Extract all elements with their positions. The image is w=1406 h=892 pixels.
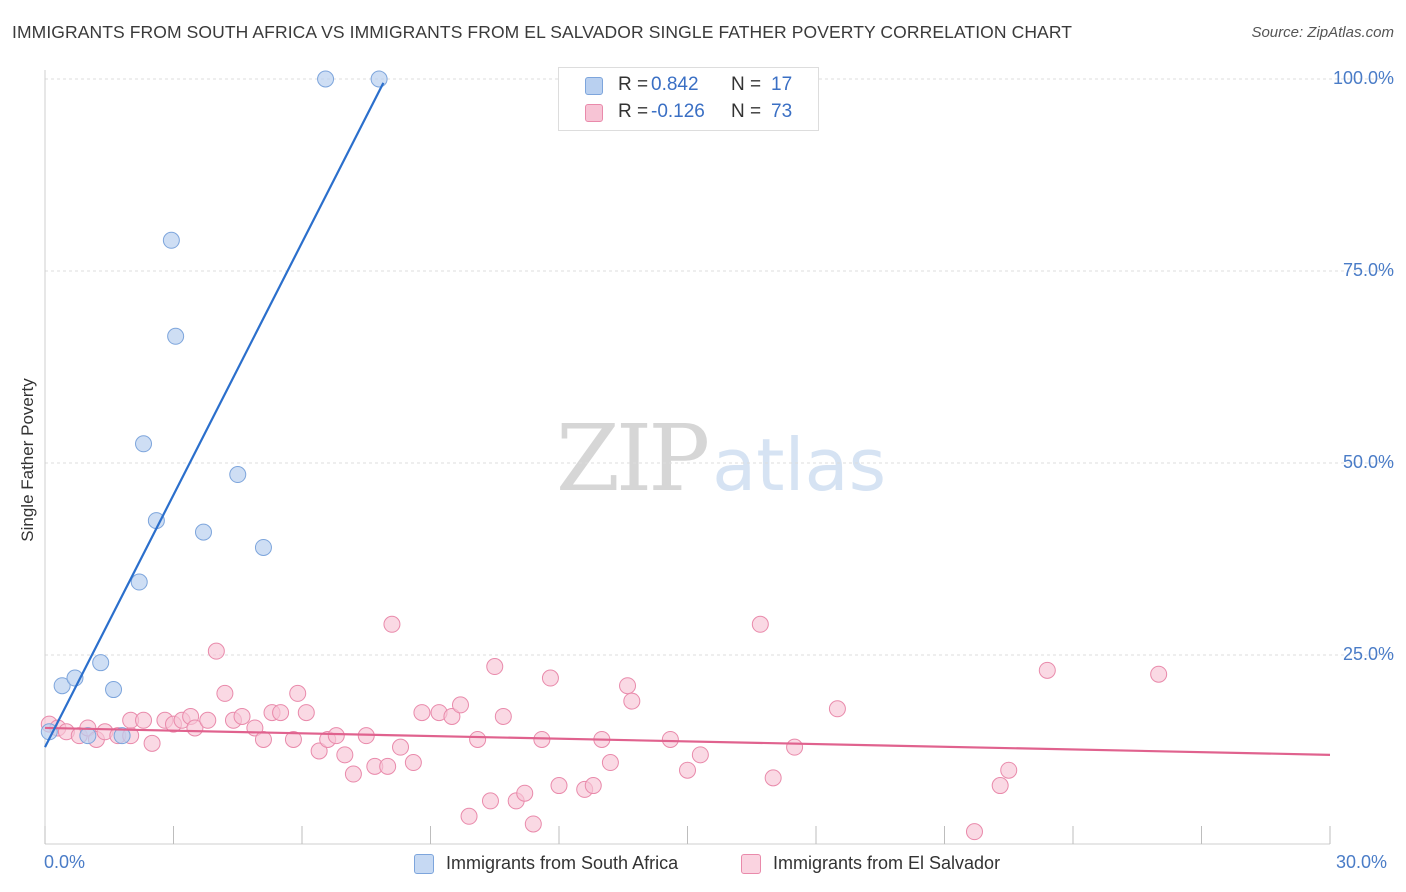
- n-label: N =: [731, 74, 762, 95]
- legend-label-south-africa: Immigrants from South Africa: [446, 853, 679, 873]
- watermark-zip: ZIP: [556, 405, 710, 512]
- data-point-el-salvador: [691, 746, 709, 764]
- data-point-el-salvador: [764, 769, 782, 787]
- data-point-south-africa: [79, 727, 97, 745]
- data-point-el-salvador: [135, 711, 153, 729]
- correlation-legend: R = 0.842 N = 17 R = -0.126 N = 73: [558, 67, 819, 131]
- data-point-el-salvador: [392, 738, 410, 756]
- data-point-south-africa: [92, 654, 110, 672]
- data-point-el-salvador: [550, 777, 568, 795]
- series-legend: Immigrants from South Africa Immigrants …: [0, 852, 1406, 880]
- data-point-south-africa: [105, 681, 123, 699]
- data-point-el-salvador: [494, 707, 512, 725]
- data-point-el-salvador: [786, 738, 804, 756]
- data-point-el-salvador: [310, 742, 328, 760]
- r-label: R =: [618, 101, 649, 122]
- watermark-atlas: atlas: [712, 423, 887, 507]
- data-point-el-salvador: [289, 684, 307, 702]
- r-label: R =: [618, 74, 649, 95]
- data-point-el-salvador: [443, 707, 461, 725]
- y-axis-label-container: Single Father Poverty: [16, 340, 40, 580]
- y-tick-label-25: 25.0%: [1342, 644, 1394, 664]
- y-tick-label-100: 100.0%: [1332, 68, 1394, 88]
- y-tick-label-50: 50.0%: [1342, 452, 1394, 472]
- n-value: 17: [771, 74, 793, 95]
- data-point-south-africa: [229, 466, 247, 484]
- data-point-el-salvador: [207, 642, 225, 660]
- data-point-el-salvador: [199, 711, 217, 729]
- data-point-el-salvador: [486, 658, 504, 676]
- data-point-el-salvador: [379, 757, 397, 775]
- trendline-south-africa: [44, 82, 385, 748]
- data-point-el-salvador: [143, 734, 161, 752]
- data-point-el-salvador: [481, 792, 499, 810]
- legend-swatch-pink: [585, 104, 603, 122]
- legend-swatch-blue: [585, 77, 603, 95]
- data-point-el-salvador: [661, 730, 679, 748]
- data-point-el-salvador: [516, 784, 534, 802]
- data-point-el-salvador: [828, 700, 846, 718]
- data-point-el-salvador: [254, 730, 272, 748]
- legend-swatch-blue: [414, 854, 434, 874]
- data-point-south-africa: [53, 677, 71, 695]
- data-point-el-salvador: [601, 754, 619, 772]
- data-point-el-salvador: [623, 692, 641, 710]
- x-tick-label-max: 30.0%: [1336, 852, 1388, 872]
- data-point-el-salvador: [679, 761, 696, 779]
- data-point-el-salvador: [541, 669, 559, 687]
- data-point-el-salvador: [451, 696, 469, 714]
- data-point-south-africa: [162, 231, 180, 249]
- data-point-el-salvador: [751, 615, 769, 633]
- data-point-el-salvador: [327, 727, 345, 745]
- chart-title: IMMIGRANTS FROM SOUTH AFRICA VS IMMIGRAN…: [12, 22, 1073, 42]
- data-point-el-salvador: [524, 815, 542, 833]
- source-credit: Source: ZipAtlas.com: [1251, 24, 1394, 41]
- n-label: N =: [731, 101, 762, 122]
- data-point-south-africa: [194, 523, 212, 541]
- data-point-el-salvador: [216, 684, 234, 702]
- data-point-el-salvador: [1000, 761, 1018, 779]
- data-point-el-salvador: [344, 765, 362, 783]
- data-point-el-salvador: [584, 777, 602, 795]
- r-value: 0.842: [651, 74, 699, 95]
- trendline-el-salvador: [44, 726, 1331, 756]
- data-point-el-salvador: [991, 777, 1009, 795]
- data-point-el-salvador: [1150, 665, 1168, 683]
- data-point-south-africa: [370, 70, 388, 88]
- data-point-south-africa: [317, 70, 335, 88]
- data-point-el-salvador: [404, 754, 422, 772]
- r-value: -0.126: [651, 101, 705, 122]
- data-point-south-africa: [130, 573, 148, 591]
- data-point-el-salvador: [1038, 661, 1056, 679]
- data-point-el-salvador: [284, 730, 302, 748]
- n-value: 73: [771, 101, 793, 122]
- data-point-south-africa: [135, 435, 153, 453]
- watermark: ZIPatlas: [556, 405, 886, 512]
- data-point-south-africa: [167, 327, 185, 345]
- data-point-el-salvador: [965, 823, 983, 841]
- data-point-el-salvador: [272, 704, 290, 722]
- legend-swatch-pink: [741, 854, 761, 874]
- data-point-el-salvador: [297, 704, 315, 722]
- data-point-el-salvador: [413, 704, 431, 722]
- data-point-el-salvador: [383, 615, 401, 633]
- y-tick-label-75: 75.0%: [1342, 260, 1394, 280]
- x-tick-label-min: 0.0%: [44, 852, 86, 872]
- data-point-el-salvador: [469, 730, 487, 748]
- data-point-el-salvador: [460, 807, 478, 825]
- legend-label-el-salvador: Immigrants from El Salvador: [773, 853, 1001, 873]
- y-axis-label: Single Father Poverty: [18, 378, 37, 542]
- data-point-south-africa: [113, 727, 131, 745]
- data-point-south-africa: [254, 538, 272, 556]
- data-point-el-salvador: [336, 746, 354, 764]
- data-point-el-salvador: [619, 677, 637, 695]
- data-point-el-salvador: [233, 707, 251, 725]
